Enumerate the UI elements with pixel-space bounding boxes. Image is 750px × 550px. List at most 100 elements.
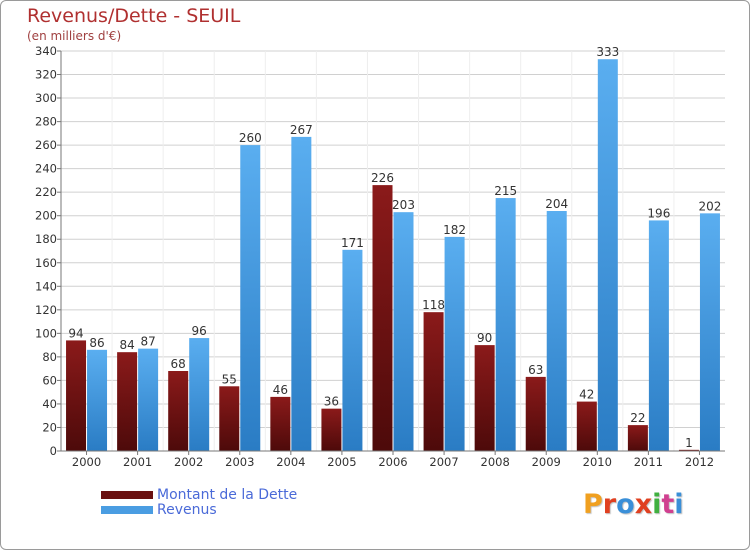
bar-revenus-2010 bbox=[597, 59, 618, 452]
logo-letter: x bbox=[634, 489, 653, 520]
bar-dette-2001 bbox=[117, 352, 138, 451]
x-tick-label: 2006 bbox=[378, 455, 407, 469]
data-label-dette-2011: 22 bbox=[630, 411, 645, 425]
y-tick-label: 240 bbox=[35, 162, 57, 176]
chart-legend: Montant de la Dette Revenus bbox=[101, 486, 298, 518]
data-label-revenus-2004: 267 bbox=[290, 123, 313, 137]
y-tick-label: 140 bbox=[35, 279, 57, 293]
y-tick-label: 100 bbox=[35, 326, 57, 340]
data-label-dette-2004: 46 bbox=[273, 383, 288, 397]
data-label-revenus-2007: 182 bbox=[443, 223, 466, 237]
y-tick-label: 340 bbox=[35, 44, 57, 58]
bar-revenus-2006 bbox=[393, 212, 414, 451]
x-tick-label: 2011 bbox=[634, 455, 663, 469]
x-tick-label: 2000 bbox=[72, 455, 101, 469]
bar-dette-2002 bbox=[168, 371, 189, 451]
data-label-dette-2003: 55 bbox=[222, 372, 237, 386]
data-label-revenus-2006: 203 bbox=[392, 198, 415, 212]
data-label-revenus-2010: 333 bbox=[596, 45, 619, 59]
bar-revenus-2007 bbox=[444, 236, 465, 451]
bar-dette-2012 bbox=[678, 449, 699, 451]
bar-dette-2006 bbox=[372, 185, 393, 451]
logo-letter: P bbox=[583, 489, 603, 520]
x-tick-label: 2012 bbox=[685, 455, 714, 469]
logo-letter: t bbox=[661, 489, 675, 520]
y-tick-label: 280 bbox=[35, 115, 57, 129]
bar-dette-2000 bbox=[66, 340, 87, 451]
x-tick-label: 2004 bbox=[276, 455, 305, 469]
x-tick-label: 2008 bbox=[481, 455, 510, 469]
bar-revenus-2005 bbox=[342, 249, 363, 451]
data-label-revenus-2012: 202 bbox=[699, 199, 722, 213]
x-tick-label: 2005 bbox=[327, 455, 356, 469]
y-tick-label: 160 bbox=[35, 256, 57, 270]
data-label-dette-2006: 226 bbox=[371, 171, 394, 185]
chart-title: Revenus/Dette - SEUIL bbox=[27, 5, 241, 27]
x-tick-label: 2002 bbox=[174, 455, 203, 469]
legend-swatch-revenus bbox=[101, 505, 153, 514]
legend-label-dette: Montant de la Dette bbox=[157, 486, 298, 503]
bar-dette-2004 bbox=[270, 396, 291, 451]
bar-revenus-2001 bbox=[138, 348, 159, 451]
x-tick-label: 2009 bbox=[532, 455, 561, 469]
x-tick-label: 2010 bbox=[583, 455, 612, 469]
bar-revenus-2004 bbox=[291, 136, 312, 451]
bar-dette-2007 bbox=[423, 312, 444, 451]
y-tick-label: 260 bbox=[35, 138, 57, 152]
bar-revenus-2009 bbox=[546, 211, 567, 451]
y-tick-label: 220 bbox=[35, 185, 57, 199]
y-tick-label: 80 bbox=[42, 350, 57, 364]
y-tick-label: 120 bbox=[35, 303, 57, 317]
logo-letter: i bbox=[652, 489, 662, 520]
chart-subtitle: (en milliers d'€) bbox=[27, 29, 122, 43]
legend-swatch-dette bbox=[101, 490, 153, 499]
legend-label-revenus: Revenus bbox=[157, 501, 217, 518]
y-tick-label: 320 bbox=[35, 68, 57, 82]
data-label-revenus-2003: 260 bbox=[239, 131, 262, 145]
bar-dette-2010 bbox=[576, 401, 597, 451]
bar-revenus-2003 bbox=[240, 145, 261, 451]
y-tick-label: 300 bbox=[35, 91, 57, 105]
data-label-dette-2002: 68 bbox=[171, 357, 186, 371]
x-tick-label: 2007 bbox=[429, 455, 458, 469]
y-tick-label: 180 bbox=[35, 232, 57, 246]
data-label-revenus-2000: 86 bbox=[89, 336, 104, 350]
bar-revenus-2012 bbox=[699, 213, 720, 451]
data-label-revenus-2009: 204 bbox=[545, 197, 568, 211]
x-tick-label: 2003 bbox=[225, 455, 254, 469]
legend-item-revenus: Revenus bbox=[101, 501, 297, 518]
x-tick-label: 2001 bbox=[123, 455, 152, 469]
data-label-revenus-2001: 87 bbox=[140, 335, 155, 349]
data-label-dette-2007: 118 bbox=[422, 298, 445, 312]
data-label-dette-2009: 63 bbox=[528, 363, 543, 377]
bar-dette-2003 bbox=[219, 386, 240, 451]
bar-revenus-2011 bbox=[648, 220, 669, 451]
logo-letter: i bbox=[674, 489, 684, 520]
data-label-revenus-2008: 215 bbox=[494, 184, 517, 198]
legend-item-dette: Montant de la Dette bbox=[101, 486, 298, 503]
logo-letter: o bbox=[616, 489, 635, 520]
data-label-revenus-2005: 171 bbox=[341, 236, 364, 250]
y-tick-label: 0 bbox=[50, 444, 57, 458]
data-label-dette-2012: 1 bbox=[685, 436, 693, 450]
bar-dette-2009 bbox=[525, 376, 546, 451]
bar-revenus-2000 bbox=[87, 349, 108, 451]
proxiti-logo: Proxiti bbox=[583, 489, 684, 520]
data-label-dette-2000: 94 bbox=[68, 326, 83, 340]
bar-revenus-2002 bbox=[189, 338, 210, 451]
y-tick-label: 60 bbox=[42, 373, 57, 387]
data-label-revenus-2002: 96 bbox=[192, 324, 207, 338]
bar-dette-2008 bbox=[474, 345, 495, 451]
y-tick-label: 20 bbox=[42, 420, 57, 434]
y-tick-label: 200 bbox=[35, 209, 57, 223]
bar-dette-2005 bbox=[321, 408, 342, 451]
data-label-revenus-2011: 196 bbox=[647, 206, 670, 220]
data-label-dette-2005: 36 bbox=[324, 395, 339, 409]
y-tick-label: 40 bbox=[42, 397, 57, 411]
bar-dette-2011 bbox=[627, 425, 648, 451]
data-label-dette-2008: 90 bbox=[477, 331, 492, 345]
data-label-dette-2001: 84 bbox=[119, 338, 134, 352]
logo-letter: r bbox=[602, 489, 617, 520]
